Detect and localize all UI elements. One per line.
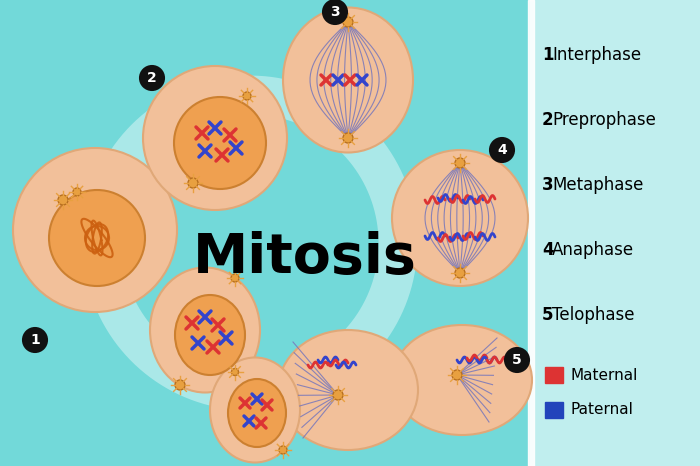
Circle shape	[343, 17, 353, 27]
Text: 4: 4	[497, 143, 507, 157]
Text: 3: 3	[330, 5, 340, 19]
Text: Mitosis: Mitosis	[193, 231, 417, 285]
Circle shape	[323, 0, 347, 24]
Circle shape	[392, 150, 528, 286]
Circle shape	[343, 133, 353, 143]
Circle shape	[505, 348, 529, 372]
Text: 2: 2	[542, 111, 554, 129]
Text: 1: 1	[30, 333, 40, 347]
Circle shape	[455, 158, 465, 168]
Circle shape	[175, 380, 185, 390]
Ellipse shape	[150, 267, 260, 392]
Ellipse shape	[283, 7, 413, 152]
Bar	[545, 367, 563, 383]
Text: Metaphase: Metaphase	[552, 176, 643, 194]
Text: Paternal: Paternal	[570, 403, 633, 418]
Circle shape	[143, 66, 287, 210]
Text: 2: 2	[147, 71, 157, 85]
Bar	[528, 0, 534, 466]
Text: 4: 4	[542, 241, 554, 259]
Circle shape	[452, 370, 462, 380]
Circle shape	[140, 66, 164, 90]
Circle shape	[49, 190, 145, 286]
Circle shape	[188, 178, 198, 188]
Ellipse shape	[228, 379, 286, 447]
Text: Preprophase: Preprophase	[552, 111, 656, 129]
Circle shape	[333, 390, 343, 400]
Circle shape	[279, 446, 287, 454]
Circle shape	[73, 188, 81, 196]
Circle shape	[231, 274, 239, 282]
Ellipse shape	[210, 357, 300, 462]
Ellipse shape	[392, 325, 532, 435]
Text: 1: 1	[542, 46, 554, 64]
Circle shape	[490, 138, 514, 162]
Ellipse shape	[175, 295, 245, 375]
Text: 3: 3	[542, 176, 554, 194]
Circle shape	[232, 369, 239, 376]
Circle shape	[243, 92, 251, 100]
Bar	[530, 0, 700, 466]
Circle shape	[13, 148, 177, 312]
Circle shape	[174, 97, 266, 189]
Circle shape	[455, 268, 465, 278]
Ellipse shape	[278, 330, 418, 450]
Bar	[545, 402, 563, 418]
Text: 5: 5	[542, 306, 554, 324]
Text: Anaphase: Anaphase	[552, 241, 634, 259]
Text: Telophase: Telophase	[552, 306, 634, 324]
Text: 5: 5	[512, 353, 522, 367]
Text: Interphase: Interphase	[552, 46, 641, 64]
Text: Maternal: Maternal	[570, 368, 638, 383]
Circle shape	[58, 195, 68, 205]
Circle shape	[23, 328, 47, 352]
